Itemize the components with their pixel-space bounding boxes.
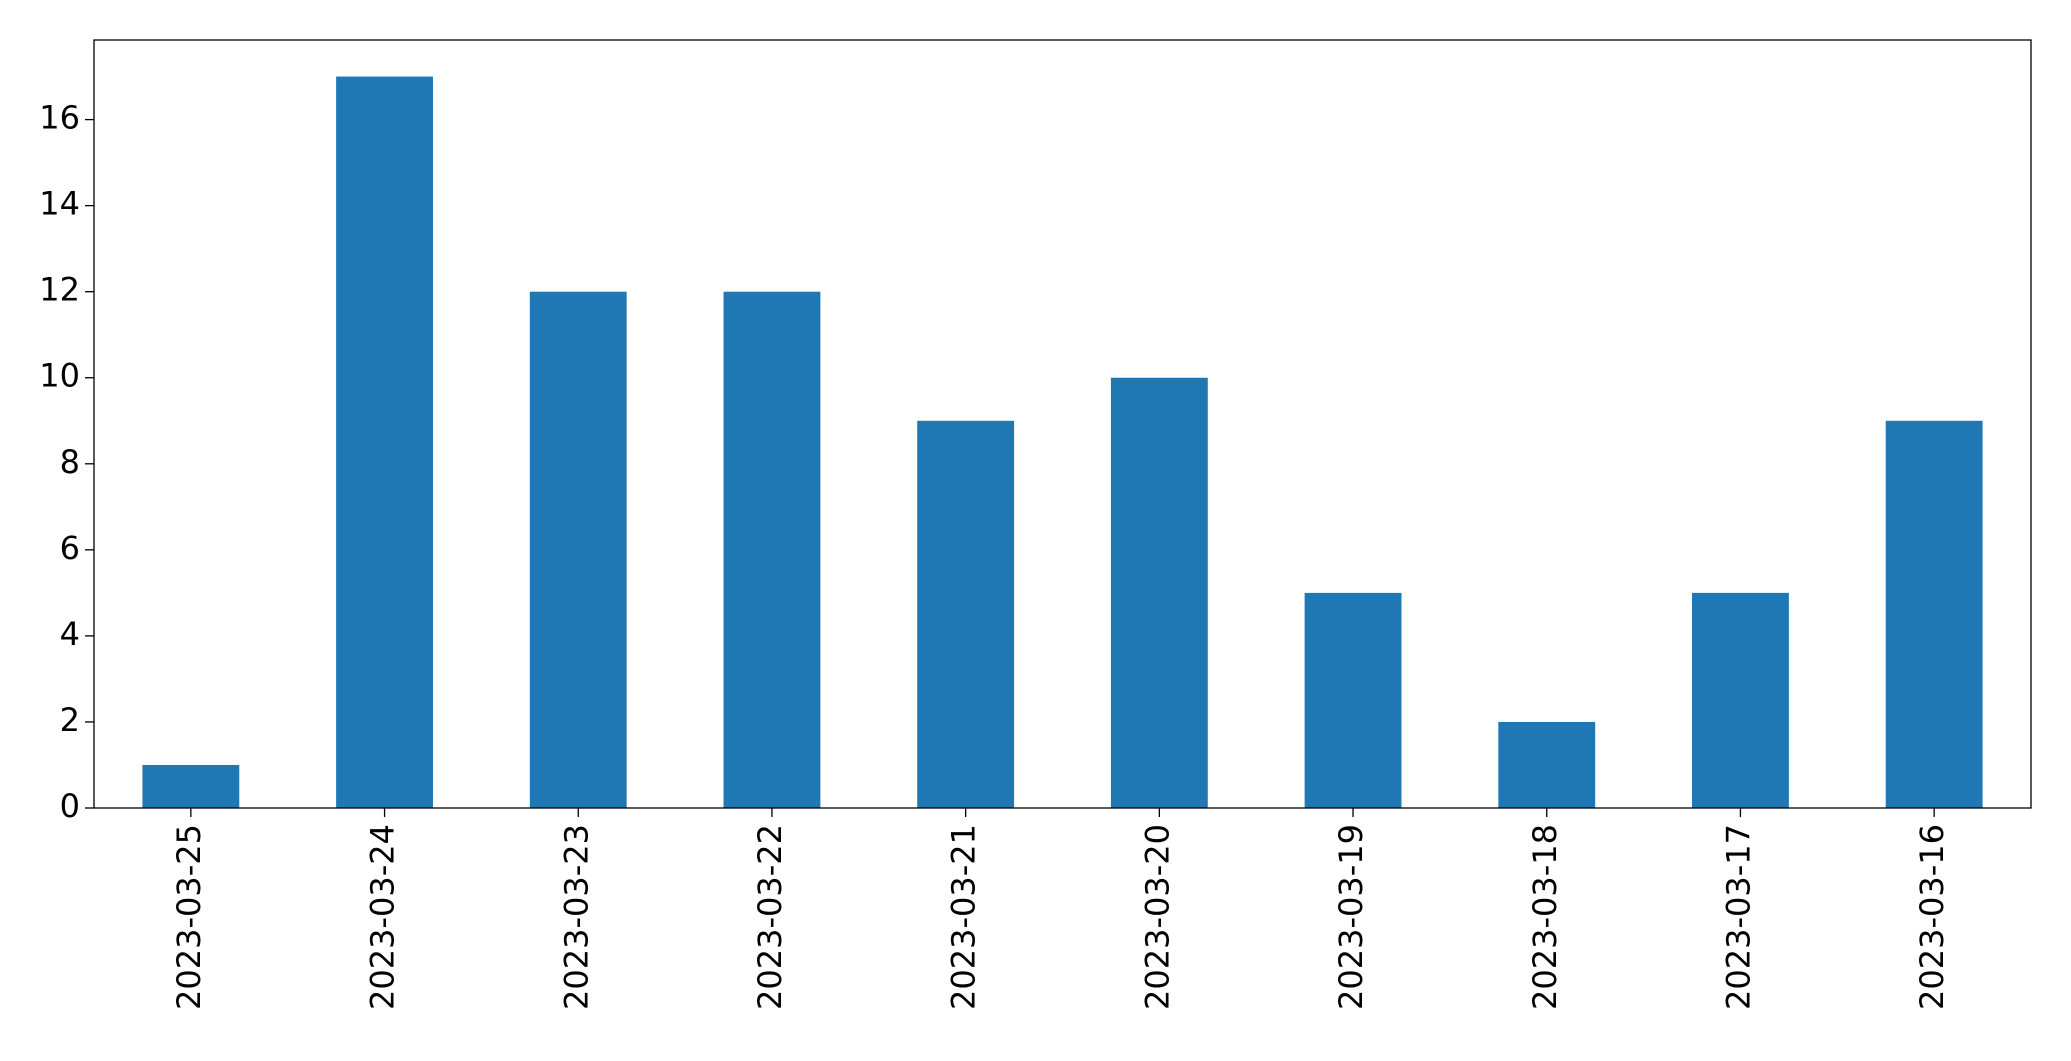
x-tick-label: 2023-03-23 — [557, 824, 595, 1010]
x-tick-label: 2023-03-24 — [364, 824, 402, 1010]
y-tick-label: 0 — [60, 787, 80, 825]
bar — [142, 764, 240, 808]
y-tick-label: 12 — [39, 271, 80, 309]
bar — [1110, 377, 1208, 808]
y-tick-label: 10 — [39, 357, 80, 395]
bar — [1692, 592, 1789, 808]
bar — [917, 420, 1015, 808]
plot-frame — [93, 39, 2032, 809]
y-tick-label: 14 — [39, 185, 80, 223]
x-tick-label: 2023-03-17 — [1719, 824, 1757, 1010]
bar — [1885, 420, 1983, 808]
x-tick-label: 2023-03-25 — [170, 824, 208, 1010]
bar — [529, 291, 627, 808]
y-tick-label: 2 — [60, 701, 80, 739]
bar — [723, 291, 821, 808]
x-tick-label: 2023-03-20 — [1138, 824, 1176, 1010]
bar — [336, 76, 433, 809]
x-tick-label: 2023-03-22 — [751, 824, 789, 1010]
bar — [1304, 592, 1402, 808]
bar — [1498, 721, 1596, 808]
y-tick-label: 8 — [60, 443, 80, 481]
x-tick-label: 2023-03-18 — [1526, 824, 1564, 1010]
x-tick-label: 2023-03-16 — [1913, 824, 1951, 1010]
y-tick-label: 4 — [60, 615, 80, 653]
x-tick-label: 2023-03-19 — [1332, 824, 1370, 1010]
x-tick-label: 2023-03-21 — [945, 824, 983, 1010]
y-tick-label: 16 — [39, 99, 80, 137]
y-tick-label: 6 — [60, 529, 80, 567]
